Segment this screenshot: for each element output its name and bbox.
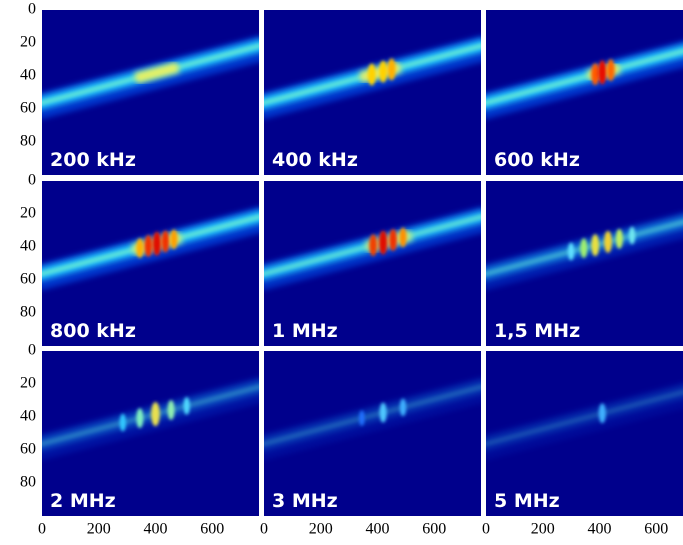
y-tick-label: 20	[20, 375, 36, 392]
band-core	[486, 389, 683, 447]
fringe	[359, 410, 365, 426]
panel-label: 5 MHz	[494, 490, 560, 512]
panel-label: 2 MHz	[50, 490, 116, 512]
x-tick-label: 400	[365, 521, 389, 538]
fringe	[567, 242, 575, 261]
panel: 2 MHz	[42, 351, 259, 516]
fringe	[152, 231, 162, 256]
fringe	[628, 226, 636, 245]
band-core	[264, 384, 481, 447]
y-tick-label: 60	[20, 441, 36, 458]
x-tick-label: 200	[531, 521, 555, 538]
fringe	[615, 228, 623, 249]
fringe	[136, 238, 144, 259]
fringe	[597, 60, 607, 85]
y-tick-label: 0	[28, 1, 36, 18]
x-tick-label: 0	[38, 521, 46, 538]
y-tick-label: 80	[20, 304, 36, 321]
fringe	[136, 408, 144, 429]
panel: 5 MHz	[486, 351, 683, 516]
fringe	[379, 60, 388, 83]
x-tick-label: 0	[482, 521, 490, 538]
panel-label: 400 kHz	[272, 149, 358, 171]
panel-label: 800 kHz	[50, 320, 136, 342]
x-tick-label: 400	[587, 521, 611, 538]
panel-label: 200 kHz	[50, 149, 136, 171]
panel-label: 1 MHz	[272, 320, 338, 342]
band-core	[42, 384, 259, 447]
fringe	[144, 234, 153, 257]
panel-label: 600 kHz	[494, 149, 580, 171]
fringe	[378, 230, 388, 255]
panel-label: 1,5 MHz	[494, 320, 580, 342]
x-tick-label: 400	[143, 521, 167, 538]
y-tick-label: 80	[20, 133, 36, 150]
y-tick-label: 40	[20, 67, 36, 84]
x-tick-label: 600	[644, 521, 668, 538]
fringe	[170, 229, 178, 250]
x-tick-label: 600	[422, 521, 446, 538]
fringe	[598, 403, 606, 424]
fringe	[580, 238, 588, 259]
panel: 1 MHz	[264, 181, 481, 346]
x-tick-label: 600	[200, 521, 224, 538]
fringe	[167, 400, 175, 420]
fringe	[399, 398, 407, 417]
panel: 200 kHz	[42, 10, 259, 175]
x-tick-label: 0	[260, 521, 268, 538]
y-tick-label: 0	[28, 342, 36, 359]
y-tick-label: 40	[20, 408, 36, 425]
panel: 1,5 MHz	[486, 181, 683, 346]
y-tick-label: 0	[28, 172, 36, 189]
fringe	[367, 63, 376, 86]
panel: 400 kHz	[264, 10, 481, 175]
fringe	[606, 59, 615, 82]
panel: 800 kHz	[42, 181, 259, 346]
fringe	[387, 58, 396, 81]
fringe	[379, 402, 387, 423]
y-tick-label: 40	[20, 238, 36, 255]
fringe	[603, 230, 612, 253]
x-tick-label: 200	[309, 521, 333, 538]
y-tick-label: 80	[20, 474, 36, 491]
y-tick-label: 20	[20, 205, 36, 222]
panel: 600 kHz	[486, 10, 683, 175]
panel-label: 3 MHz	[272, 490, 338, 512]
fringe	[369, 234, 378, 257]
fringe	[151, 401, 160, 427]
band-hotspot	[134, 61, 180, 84]
fringe	[119, 413, 127, 432]
x-tick-label: 200	[87, 521, 111, 538]
fringe	[591, 63, 600, 86]
fringe	[389, 228, 398, 251]
fringe	[161, 230, 170, 253]
y-tick-label: 60	[20, 271, 36, 288]
panel: 3 MHz	[264, 351, 481, 516]
fringe	[399, 227, 407, 248]
y-tick-label: 20	[20, 34, 36, 51]
fringe	[591, 234, 600, 257]
fringe	[183, 397, 190, 415]
y-tick-label: 60	[20, 100, 36, 117]
